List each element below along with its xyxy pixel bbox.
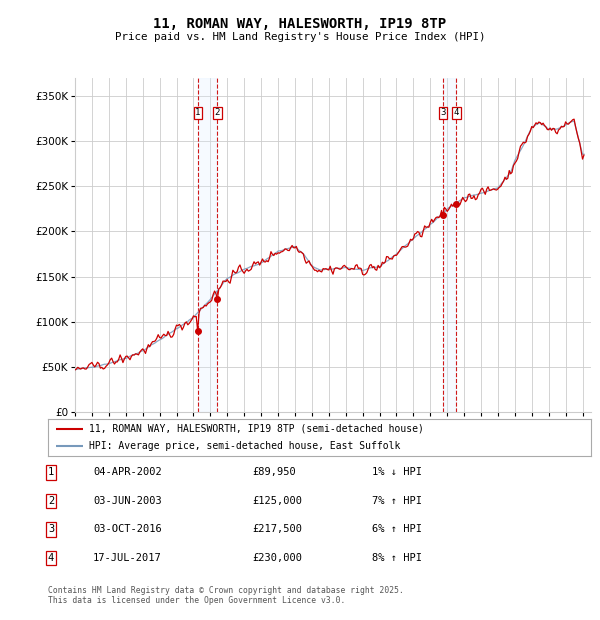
Bar: [443, 78, 457, 412]
Bar: [198, 78, 217, 412]
Text: 11, ROMAN WAY, HALESWORTH, IP19 8TP (semi-detached house): 11, ROMAN WAY, HALESWORTH, IP19 8TP (sem…: [89, 423, 424, 433]
Text: 8% ↑ HPI: 8% ↑ HPI: [372, 553, 422, 563]
Text: 1% ↓ HPI: 1% ↓ HPI: [372, 467, 422, 477]
Text: £89,950: £89,950: [252, 467, 296, 477]
Text: 2: 2: [48, 496, 54, 506]
Text: 3: 3: [440, 108, 446, 117]
Text: 1: 1: [195, 108, 200, 117]
Text: 7% ↑ HPI: 7% ↑ HPI: [372, 496, 422, 506]
Text: Price paid vs. HM Land Registry's House Price Index (HPI): Price paid vs. HM Land Registry's House …: [115, 32, 485, 42]
Text: HPI: Average price, semi-detached house, East Suffolk: HPI: Average price, semi-detached house,…: [89, 441, 400, 451]
Text: 1: 1: [48, 467, 54, 477]
Text: 04-APR-2002: 04-APR-2002: [93, 467, 162, 477]
Text: £230,000: £230,000: [252, 553, 302, 563]
Text: 6% ↑ HPI: 6% ↑ HPI: [372, 525, 422, 534]
Text: £125,000: £125,000: [252, 496, 302, 506]
Text: £217,500: £217,500: [252, 525, 302, 534]
Text: 4: 4: [48, 553, 54, 563]
Text: 11, ROMAN WAY, HALESWORTH, IP19 8TP: 11, ROMAN WAY, HALESWORTH, IP19 8TP: [154, 17, 446, 30]
Text: 4: 4: [454, 108, 459, 117]
Text: Contains HM Land Registry data © Crown copyright and database right 2025.
This d: Contains HM Land Registry data © Crown c…: [48, 586, 404, 605]
Text: 2: 2: [215, 108, 220, 117]
Text: 3: 3: [48, 525, 54, 534]
Text: 03-JUN-2003: 03-JUN-2003: [93, 496, 162, 506]
Text: 03-OCT-2016: 03-OCT-2016: [93, 525, 162, 534]
Text: 17-JUL-2017: 17-JUL-2017: [93, 553, 162, 563]
